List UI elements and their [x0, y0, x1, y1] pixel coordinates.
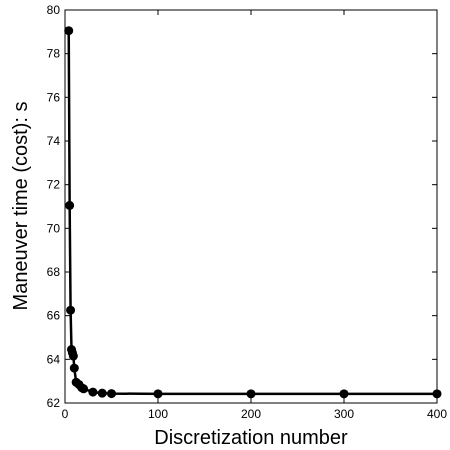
y-tick-label: 66: [47, 309, 61, 323]
series-layer: [64, 26, 442, 399]
data-point: [97, 388, 107, 398]
data-point: [65, 200, 75, 210]
data-point: [339, 389, 349, 399]
y-axis-title: Maneuver time (cost): s: [10, 102, 32, 311]
x-tick-label: 200: [241, 407, 261, 421]
y-tick-label: 74: [47, 134, 61, 148]
x-tick-label: 300: [334, 407, 354, 421]
x-tick-label: 400: [427, 407, 447, 421]
y-tick-label: 62: [47, 396, 61, 410]
y-tick-label: 78: [47, 47, 61, 61]
y-tick-label: 70: [47, 221, 61, 235]
y-tick-label: 80: [47, 3, 61, 17]
x-tick-label: 0: [62, 407, 69, 421]
data-point: [246, 389, 256, 399]
data-point: [66, 305, 76, 315]
x-tick-label: 100: [148, 407, 168, 421]
x-axis-title: Discretization number: [154, 427, 348, 449]
data-point: [68, 351, 78, 361]
y-tick-label: 76: [47, 90, 61, 104]
y-tick-label: 72: [47, 178, 61, 192]
data-point: [64, 26, 74, 36]
y-tick-label: 68: [47, 265, 61, 279]
data-point: [88, 387, 98, 397]
data-point: [432, 389, 442, 399]
data-point: [107, 389, 116, 399]
data-point: [69, 363, 79, 373]
tick-labels: 0 100 200 300 400 62 64 66 68 70 72 74 76 78 80: [47, 3, 448, 421]
data-point: [79, 384, 89, 394]
plot-area: [64, 9, 438, 404]
data-point: [153, 389, 163, 399]
y-tick-label: 64: [47, 352, 61, 366]
